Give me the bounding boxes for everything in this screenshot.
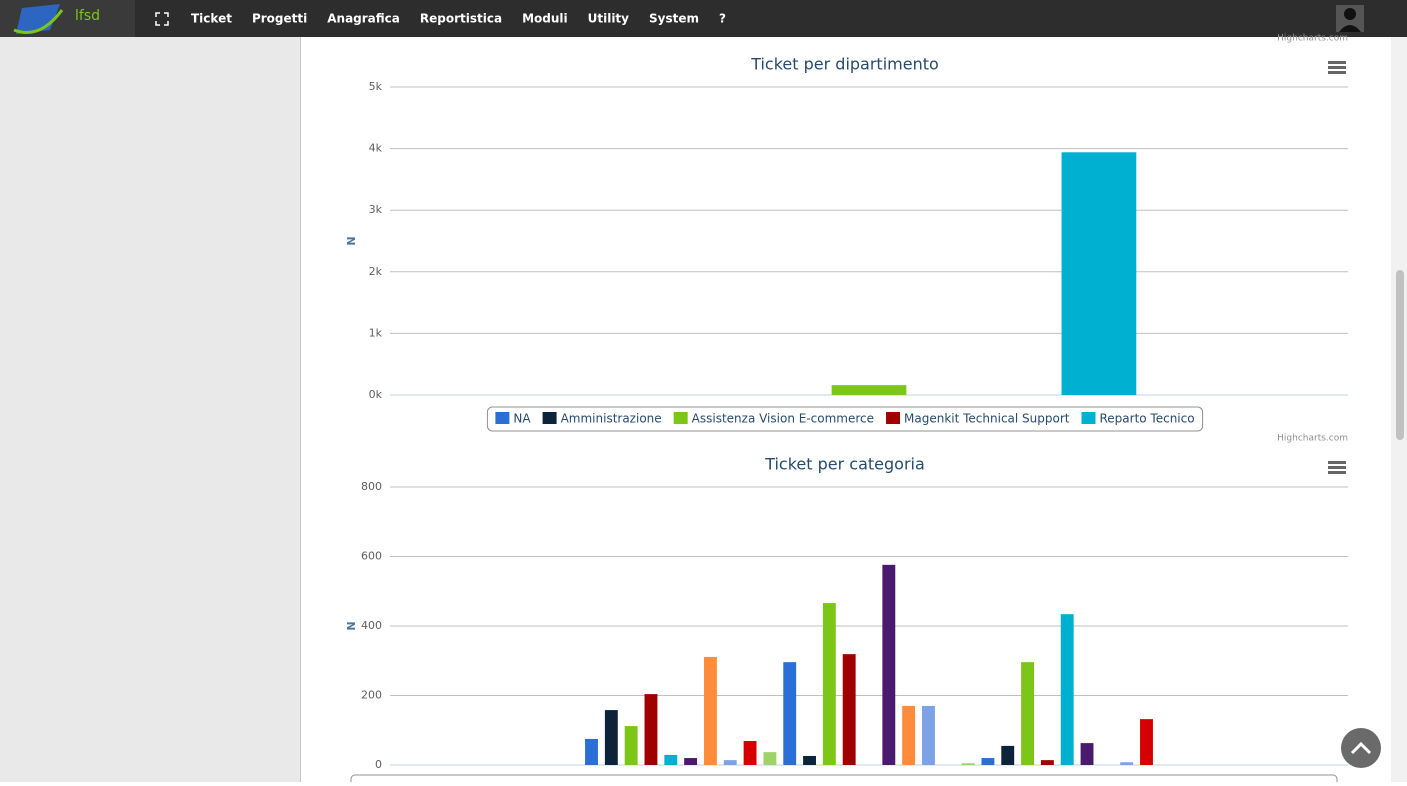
bar [922, 705, 935, 765]
legend: NA Amministrazione Assistenza Vision E-com… [486, 406, 1204, 432]
legend-swatch [1081, 412, 1096, 424]
avatar-head [1344, 8, 1356, 20]
bar [783, 662, 797, 765]
y-tick-label: 200 [361, 689, 382, 702]
legend-swatch [495, 412, 510, 424]
legend-label[interactable]: Magenkit Technical Support [904, 412, 1070, 426]
scroll-top-arrow [1350, 741, 1372, 755]
bar [644, 694, 658, 765]
legend-swatch [673, 412, 688, 424]
bar [624, 726, 638, 765]
menu-line [1328, 71, 1346, 74]
y-tick-label: 600 [361, 550, 382, 563]
bar [1080, 743, 1094, 765]
bar [1061, 152, 1137, 395]
bar [1021, 662, 1035, 765]
bar [831, 385, 907, 395]
menu-item[interactable]: ? [719, 12, 726, 26]
menu-item[interactable]: Reportistica [420, 12, 502, 26]
bar [763, 752, 777, 765]
bar [1001, 745, 1015, 765]
y-tick-label: 0k [369, 388, 383, 401]
y-tick-label: 3k [369, 203, 383, 216]
bar [1140, 719, 1153, 765]
bar [723, 760, 737, 765]
menu-item[interactable]: Progetti [252, 12, 307, 26]
menu-item[interactable]: System [649, 12, 699, 26]
scroll-top-button[interactable] [1341, 728, 1381, 768]
logo-swoosh [13, 9, 64, 34]
bar [842, 654, 856, 765]
y-tick-label: 0 [375, 758, 382, 771]
legend-label[interactable]: Reparto Tecnico [1099, 412, 1194, 426]
y-axis-title: N [345, 236, 358, 245]
legend-label[interactable]: NA [513, 412, 531, 426]
chart-title: Ticket per dipartimento [750, 55, 939, 74]
menu-line [1328, 471, 1346, 474]
legend-label[interactable]: Assistenza Vision E-commerce [692, 412, 874, 426]
y-tick-label: 400 [361, 619, 382, 632]
bar [822, 603, 836, 765]
y-tick-label: 1k [369, 326, 383, 339]
menu-item[interactable]: Ticket [191, 12, 232, 26]
menu-line [1328, 61, 1346, 64]
menu-line [1328, 461, 1346, 464]
credits[interactable]: Highcharts.com [1277, 434, 1348, 444]
bar [902, 705, 916, 765]
export-menu[interactable] [1328, 461, 1346, 474]
credits[interactable]: Highcharts.com [1277, 34, 1348, 44]
top-bar [0, 0, 1407, 37]
logo-text[interactable]: lfsd [75, 8, 100, 24]
scrollbar-thumb[interactable] [1396, 270, 1404, 440]
y-tick-label: 5k [369, 80, 383, 93]
bar [1120, 762, 1134, 765]
bar [803, 755, 816, 765]
bar [684, 758, 698, 765]
sidebar [0, 37, 300, 782]
bar [961, 763, 975, 765]
menu-item[interactable]: Utility [588, 12, 630, 26]
y-axis-title: N [345, 621, 358, 630]
menu-item[interactable]: Anagrafica [327, 12, 400, 26]
bar [743, 741, 757, 765]
y-tick-label: 800 [361, 480, 382, 493]
menu-line [1328, 66, 1346, 69]
y-tick-label: 2k [369, 265, 383, 278]
legend-box [486, 406, 1204, 432]
fullscreen-icon[interactable] [155, 12, 169, 26]
legend-swatch [886, 412, 901, 424]
avatar-body [1339, 25, 1361, 32]
y-tick-label: 4k [369, 142, 383, 155]
menu-item[interactable]: Moduli [522, 12, 568, 26]
bar [1040, 760, 1054, 765]
legend-swatch [542, 412, 557, 424]
chart-title: Ticket per categoria [764, 455, 925, 474]
bar [1060, 614, 1074, 765]
logo-icon [16, 4, 60, 34]
bar [664, 754, 678, 765]
bar [604, 710, 618, 765]
export-menu[interactable] [1328, 61, 1346, 74]
legend-label[interactable]: Amministrazione [561, 412, 662, 426]
menu-line [1328, 466, 1346, 469]
bar [585, 738, 598, 765]
bar [981, 758, 995, 765]
bar [703, 656, 717, 765]
bar [882, 564, 896, 765]
